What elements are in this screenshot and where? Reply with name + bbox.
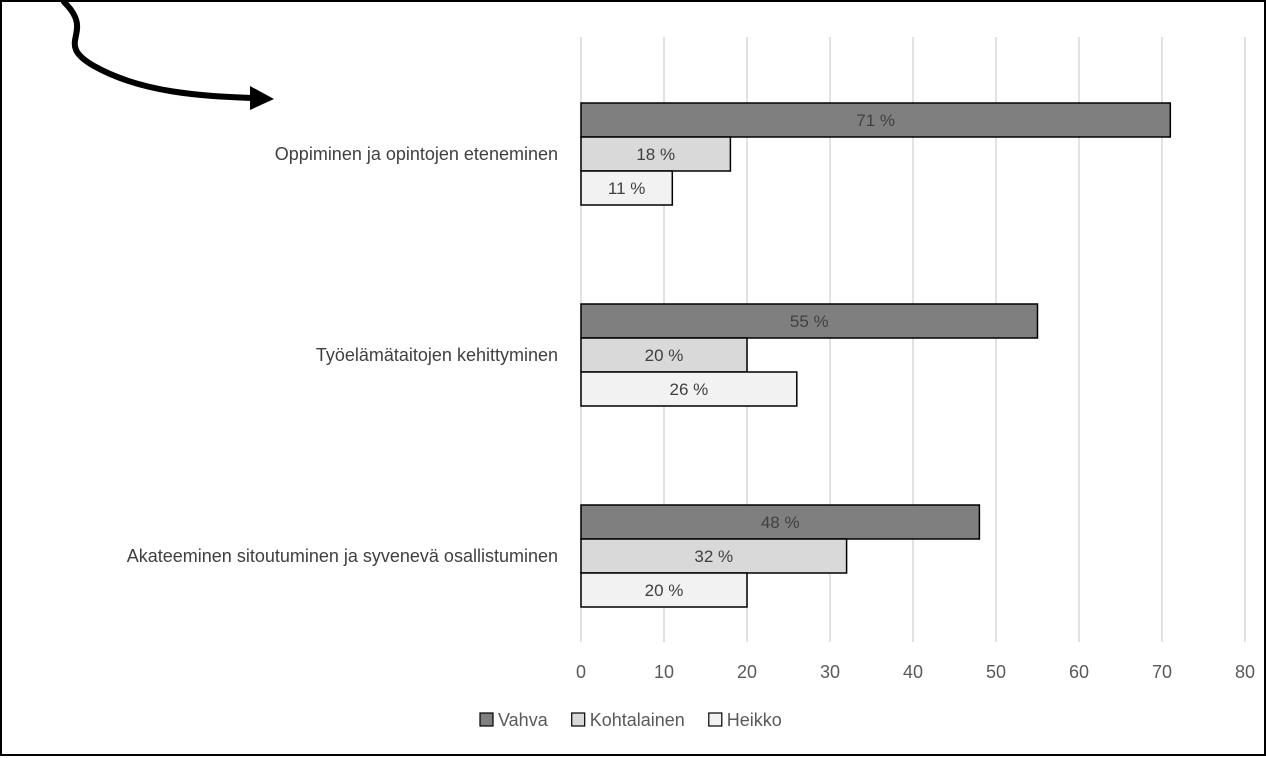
x-tick-label: 40 (903, 662, 923, 682)
legend-swatch-vahva (479, 712, 494, 727)
bar-heikko-2 (580, 572, 748, 608)
bar-kohtalainen-2 (580, 538, 848, 574)
legend-label: Heikko (727, 710, 782, 730)
category-label: Työelämätaitojen kehittyminen (316, 345, 558, 365)
x-tick-label: 0 (576, 662, 586, 682)
bar-vahva-0 (580, 102, 1172, 138)
bar-vahva-2 (580, 504, 981, 540)
data-label: 32 % (694, 547, 733, 566)
x-tick-label: 10 (654, 662, 674, 682)
data-label: 11 % (608, 179, 646, 198)
curved-arrow-icon (61, 2, 274, 110)
x-tick-label: 30 (820, 662, 840, 682)
legend-swatch-heikko (708, 712, 723, 727)
data-label: 71 % (856, 111, 895, 130)
data-label: 26 % (670, 380, 709, 399)
data-label: 18 % (636, 145, 675, 164)
x-tick-label: 60 (1069, 662, 1089, 682)
bar-vahva-1 (580, 303, 1039, 339)
category-label: Akateeminen sitoutuminen ja syvenevä osa… (127, 546, 558, 566)
bars (580, 102, 1172, 608)
data-labels: 71 % 18 % 11 % 55 % 20 % 26 % 48 % 32 % 20 % (608, 111, 895, 600)
category-labels: Oppiminen ja opintojen eteneminen Työeläm… (127, 144, 558, 566)
data-label: 48 % (761, 513, 800, 532)
x-tick-label: 20 (737, 662, 757, 682)
data-label: 20 % (645, 346, 684, 365)
x-tick-label: 70 (1152, 662, 1172, 682)
legend-label: Kohtalainen (590, 710, 685, 730)
x-tick-label: 50 (986, 662, 1006, 682)
data-label: 20 % (645, 581, 684, 600)
legend-swatch-kohtalainen (571, 712, 586, 727)
x-axis-ticks: 0 10 20 30 40 50 60 70 80 (576, 662, 1255, 682)
category-label: Oppiminen ja opintojen eteneminen (275, 144, 558, 164)
legend-label: Vahva (498, 710, 549, 730)
bar-heikko-0 (580, 170, 674, 206)
x-tick-label: 80 (1235, 662, 1255, 682)
bar-heikko-1 (580, 371, 798, 407)
legend: Vahva Kohtalainen Heikko (479, 710, 782, 730)
data-label: 55 % (790, 312, 829, 331)
